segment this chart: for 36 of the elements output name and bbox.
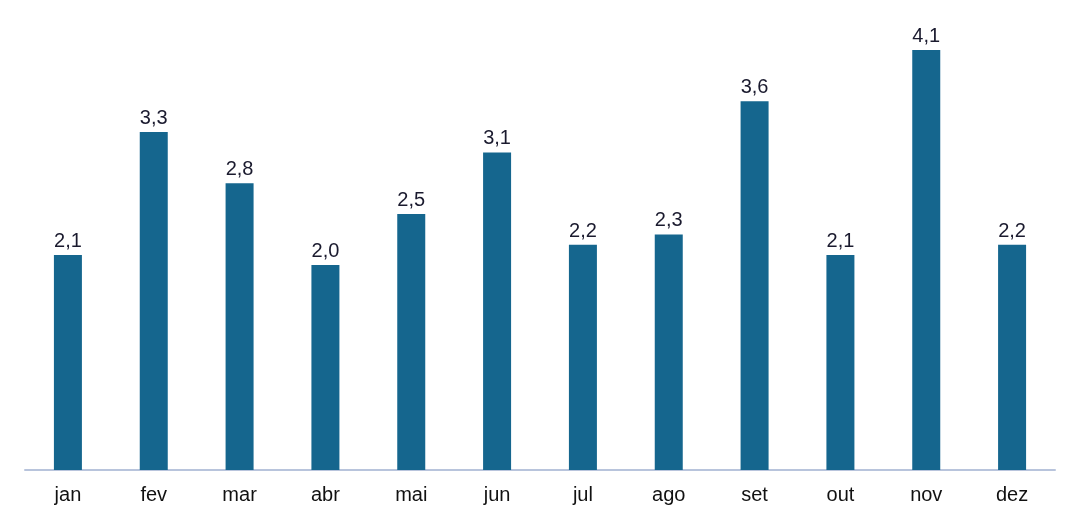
data-label: 3,6 xyxy=(740,75,769,98)
x-tick-label: dez xyxy=(995,483,1029,505)
data-label: 2,0 xyxy=(311,239,340,262)
x-tick-label: jul xyxy=(571,483,593,505)
data-label: 2,1 xyxy=(54,228,82,251)
data-label: 2,3 xyxy=(654,208,683,231)
data-label: 2,8 xyxy=(225,157,254,180)
data-label: 3,3 xyxy=(139,105,168,128)
x-tick-label: abr xyxy=(310,483,341,505)
x-tick-label: set xyxy=(741,483,769,505)
bar xyxy=(139,131,168,470)
data-label: 2,1 xyxy=(826,228,855,251)
data-label: 3,1 xyxy=(483,126,511,149)
x-tick-label: jan xyxy=(53,483,82,505)
bar xyxy=(483,152,512,470)
bar xyxy=(654,234,683,470)
x-tick-label: ago xyxy=(652,483,686,505)
data-label: 4,1 xyxy=(912,24,941,46)
data-label: 2,2 xyxy=(569,218,597,241)
x-tick-label: jun xyxy=(482,483,511,505)
bar xyxy=(568,244,597,470)
x-tick-label: fev xyxy=(140,483,168,505)
data-label: 2,2 xyxy=(998,218,1026,241)
data-label: 2,5 xyxy=(397,187,426,210)
bar xyxy=(740,101,769,470)
bar xyxy=(397,213,426,470)
bar xyxy=(311,265,340,470)
bar xyxy=(826,254,855,470)
bar xyxy=(998,244,1027,470)
bar xyxy=(225,183,254,470)
bar xyxy=(912,50,941,470)
x-tick-label: mai xyxy=(395,483,428,505)
bar xyxy=(53,254,82,470)
x-tick-label: out xyxy=(826,483,855,505)
x-tick-label: nov xyxy=(910,483,943,505)
x-tick-label: mar xyxy=(222,483,258,505)
